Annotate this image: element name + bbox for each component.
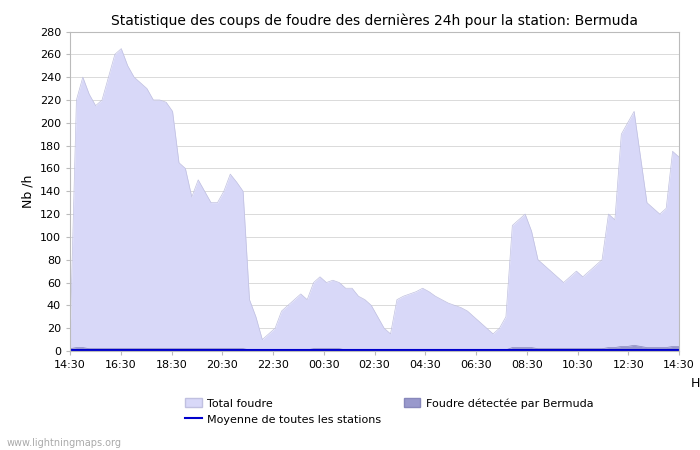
- Y-axis label: Nb /h: Nb /h: [21, 175, 34, 208]
- Text: www.lightningmaps.org: www.lightningmaps.org: [7, 438, 122, 448]
- Legend: Total foudre, Moyenne de toutes les stations, Foudre détectée par Bermuda: Total foudre, Moyenne de toutes les stat…: [186, 398, 594, 425]
- X-axis label: Heure: Heure: [691, 377, 700, 390]
- Title: Statistique des coups de foudre des dernières 24h pour la station: Bermuda: Statistique des coups de foudre des dern…: [111, 13, 638, 27]
